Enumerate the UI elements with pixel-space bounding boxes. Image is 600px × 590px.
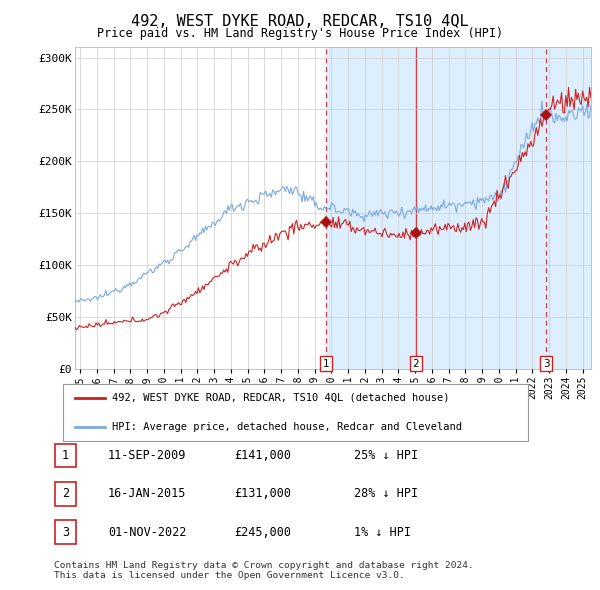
FancyBboxPatch shape (55, 444, 76, 467)
Text: £141,000: £141,000 (234, 449, 291, 462)
Text: 492, WEST DYKE ROAD, REDCAR, TS10 4QL (detached house): 492, WEST DYKE ROAD, REDCAR, TS10 4QL (d… (112, 393, 449, 403)
Text: 2: 2 (62, 487, 69, 500)
Bar (546, 47, 591, 369)
Text: 1: 1 (62, 449, 69, 462)
Text: Contains HM Land Registry data © Crown copyright and database right 2024.
This d: Contains HM Land Registry data © Crown c… (54, 560, 474, 580)
Text: Price paid vs. HM Land Registry's House Price Index (HPI): Price paid vs. HM Land Registry's House … (97, 27, 503, 40)
Text: 492, WEST DYKE ROAD, REDCAR, TS10 4QL: 492, WEST DYKE ROAD, REDCAR, TS10 4QL (131, 14, 469, 28)
Text: £245,000: £245,000 (234, 526, 291, 539)
Text: 11-SEP-2009: 11-SEP-2009 (108, 449, 187, 462)
Text: 16-JAN-2015: 16-JAN-2015 (108, 487, 187, 500)
Text: 25% ↓ HPI: 25% ↓ HPI (354, 449, 418, 462)
Text: 2: 2 (412, 359, 419, 369)
Text: 01-NOV-2022: 01-NOV-2022 (108, 526, 187, 539)
Text: £131,000: £131,000 (234, 487, 291, 500)
Bar (326, 47, 416, 369)
Text: 3: 3 (543, 359, 550, 369)
Text: 1: 1 (323, 359, 329, 369)
FancyBboxPatch shape (63, 384, 528, 441)
FancyBboxPatch shape (55, 482, 76, 506)
Text: 28% ↓ HPI: 28% ↓ HPI (354, 487, 418, 500)
FancyBboxPatch shape (55, 520, 76, 544)
Bar (416, 47, 546, 369)
Text: HPI: Average price, detached house, Redcar and Cleveland: HPI: Average price, detached house, Redc… (112, 422, 462, 432)
Text: 3: 3 (62, 526, 69, 539)
Text: 1% ↓ HPI: 1% ↓ HPI (354, 526, 411, 539)
